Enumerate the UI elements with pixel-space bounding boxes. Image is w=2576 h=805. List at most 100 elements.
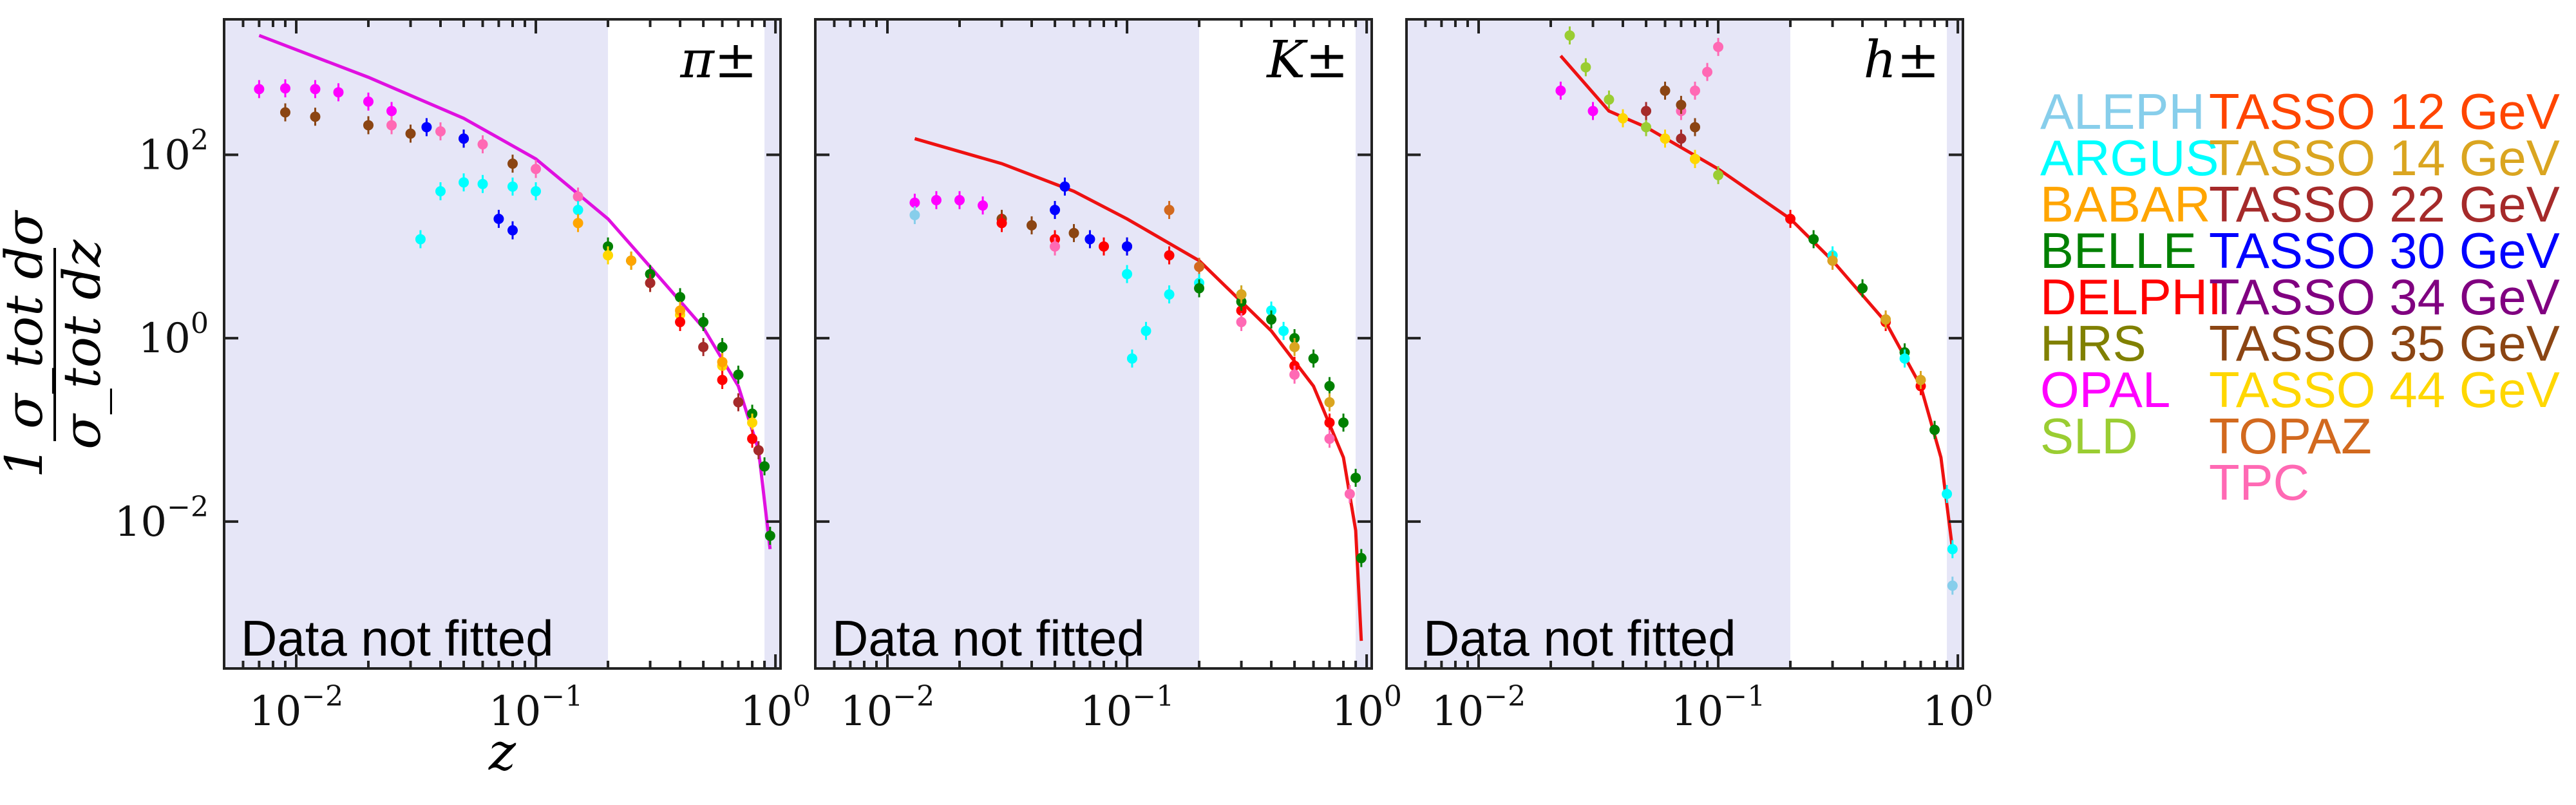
data-point <box>1929 424 1940 435</box>
series-tasso-22-gev <box>645 274 764 460</box>
data-point <box>626 255 637 266</box>
legend-entry: SLD <box>2040 408 2138 464</box>
data-point <box>1857 283 1868 294</box>
data-point <box>1713 41 1724 52</box>
series-belle <box>603 237 775 545</box>
x-tick-label: 10−2 <box>249 680 343 735</box>
data-point <box>645 278 656 289</box>
data-point <box>698 317 709 328</box>
panel-frame <box>1405 18 1964 670</box>
data-point <box>507 158 518 169</box>
data-point <box>996 218 1007 229</box>
data-point <box>1236 289 1247 300</box>
data-point <box>1702 66 1713 77</box>
panel-title: h± <box>1863 30 1940 90</box>
data-point <box>1027 220 1037 231</box>
data-point <box>1713 169 1724 180</box>
data-point <box>1604 94 1615 105</box>
data-point <box>931 194 942 205</box>
data-point <box>1676 133 1687 144</box>
data-point <box>1808 234 1819 245</box>
panel-1: π± Data not fitted 10−2 10−1 100 102 100 10−2 <box>115 18 811 735</box>
data-point <box>1099 241 1110 252</box>
data-point <box>1164 205 1175 216</box>
series-opal <box>1555 81 1598 120</box>
data-point <box>675 305 686 316</box>
legend-entry: HRS <box>2040 315 2146 372</box>
y-tick-label: 100 <box>138 307 209 363</box>
x-axis-title: z <box>488 722 516 782</box>
data-point <box>675 317 686 328</box>
data-point <box>1690 85 1701 96</box>
legend-entry: ARGUS <box>2040 129 2219 186</box>
unfitted-region <box>815 19 1200 668</box>
legend-entry: TASSO 12 GeV <box>2209 83 2560 140</box>
data-point <box>747 433 758 444</box>
data-point <box>1068 227 1079 238</box>
fit-curve <box>258 33 772 549</box>
data-point <box>717 341 728 352</box>
y-axis-title-numerator: 1 σ_tot dσ <box>0 209 54 478</box>
unfitted-region <box>224 19 609 668</box>
data-point <box>459 177 469 188</box>
data-point <box>1899 353 1910 364</box>
data-point <box>747 417 758 428</box>
data-point <box>764 530 775 541</box>
data-point <box>1236 317 1247 328</box>
series-tasso-14-gev <box>1827 251 1926 390</box>
legend-entry: TASSO 14 GeV <box>2209 129 2560 186</box>
data-point <box>1785 213 1796 224</box>
data-point <box>507 181 518 192</box>
legend-entry: TASSO 22 GeV <box>2209 176 2560 232</box>
data-point <box>459 133 469 144</box>
data-point <box>254 84 265 95</box>
y-axis-label: 1 σ_tot dσσ_tot dz <box>0 209 112 478</box>
data-point <box>421 122 432 133</box>
data-point <box>493 213 504 224</box>
data-point <box>1289 341 1300 352</box>
data-point <box>909 197 920 208</box>
data-point <box>1164 289 1175 300</box>
data-point <box>507 225 518 236</box>
data-point <box>675 292 686 303</box>
plot-area <box>254 33 775 549</box>
data-point <box>573 218 583 229</box>
series-aleph <box>1947 576 1958 595</box>
series-tpc <box>386 116 583 206</box>
data-point <box>717 357 728 368</box>
data-point <box>1356 553 1367 564</box>
data-point <box>1050 205 1061 216</box>
data-point <box>1308 353 1319 364</box>
data-point <box>435 126 446 137</box>
data-point <box>1641 106 1652 117</box>
series-argus <box>415 173 583 249</box>
plot-area <box>909 137 1367 641</box>
data-point <box>909 209 920 220</box>
legend-entry: OPAL <box>2040 361 2170 418</box>
plot-area <box>1555 26 1958 595</box>
series-tasso-30-gev <box>1050 177 1133 256</box>
series-aleph <box>909 205 920 224</box>
legend-entry: ALEPH <box>2040 83 2205 140</box>
series-tasso-14-gev <box>1236 285 1335 412</box>
data-not-fitted-note: Data not fitted <box>241 610 554 667</box>
series-tasso-30-gev <box>421 118 518 240</box>
data-point <box>477 178 488 189</box>
series-belle <box>1194 279 1367 567</box>
data-point <box>1641 122 1652 133</box>
legend-entry: TOPAZ <box>2209 408 2372 464</box>
panel-title: π± <box>679 30 757 90</box>
data-point <box>1324 417 1335 428</box>
series-argus <box>1827 246 1958 558</box>
unfitted-region <box>764 19 781 668</box>
data-point <box>279 83 290 94</box>
data-point <box>1618 113 1629 124</box>
data-point <box>386 120 397 131</box>
data-point <box>531 185 542 196</box>
x-tick-label: 10−2 <box>1432 680 1526 735</box>
y-axis-title-denominator: σ_tot dz <box>52 239 112 450</box>
data-point <box>333 87 344 98</box>
